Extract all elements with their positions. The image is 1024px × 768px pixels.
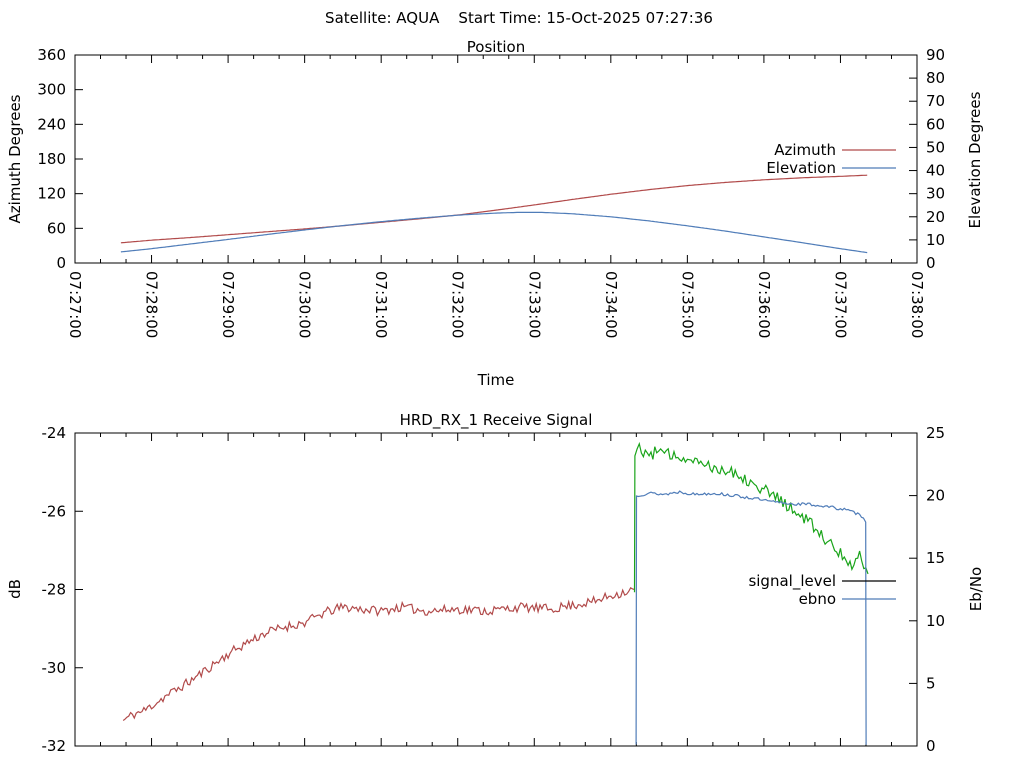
y-left-tick-label: -28 bbox=[42, 581, 67, 599]
y-right-tick-label: 80 bbox=[926, 69, 945, 87]
series-signal-level-lock bbox=[633, 441, 869, 593]
x-tick-label: 07:36:00 bbox=[755, 271, 773, 338]
y-right-tick-label: 90 bbox=[926, 46, 945, 64]
x-tick-label: 07:31:00 bbox=[372, 271, 390, 338]
y-right-tick-label: 20 bbox=[926, 208, 945, 226]
x-tick-label: 07:29:00 bbox=[219, 271, 237, 338]
y-right-tick-label: 60 bbox=[926, 115, 945, 133]
y-right-tick-label: 10 bbox=[926, 612, 945, 630]
x-tick-label: 07:34:00 bbox=[602, 271, 620, 338]
y-right-tick-label: 15 bbox=[926, 549, 945, 567]
legend-label: Azimuth bbox=[774, 141, 836, 159]
main-title: Satellite: AQUA Start Time: 15-Oct-2025 … bbox=[325, 9, 713, 27]
y-left-tick-label: -26 bbox=[42, 502, 67, 520]
chart1-x-axis-label: Time bbox=[477, 371, 515, 389]
y-left-tick-label: 0 bbox=[56, 254, 66, 272]
y-left-tick-label: 60 bbox=[47, 219, 66, 237]
chart1-title: Position bbox=[466, 38, 526, 56]
x-tick-label: 07:37:00 bbox=[831, 271, 849, 338]
x-tick-label: 07:33:00 bbox=[525, 271, 543, 338]
y-right-tick-label: 70 bbox=[926, 92, 945, 110]
y-left-tick-label: 300 bbox=[37, 81, 66, 99]
y-left-tick-label: -24 bbox=[42, 424, 67, 442]
y-right-tick-label: 5 bbox=[926, 674, 936, 692]
y-left-tick-label: 180 bbox=[37, 150, 66, 168]
y-left-tick-label: -30 bbox=[42, 659, 67, 677]
x-tick-label: 07:38:00 bbox=[908, 271, 926, 338]
y-left-tick-label: -32 bbox=[42, 737, 67, 755]
legend-label: ebno bbox=[799, 590, 836, 608]
y-left-tick-label: 360 bbox=[37, 46, 66, 64]
y-right-tick-label: 50 bbox=[926, 138, 945, 156]
x-tick-label: 07:30:00 bbox=[296, 271, 314, 338]
y-right-tick-label: 30 bbox=[926, 185, 945, 203]
y-right-tick-label: 0 bbox=[926, 254, 936, 272]
y-left-tick-label: 120 bbox=[37, 185, 66, 203]
y-right-tick-label: 0 bbox=[926, 737, 936, 755]
series-azimuth bbox=[120, 174, 868, 244]
x-tick-label: 07:28:00 bbox=[143, 271, 161, 338]
y-right-tick-label: 40 bbox=[926, 162, 945, 180]
y-right-tick-label: 25 bbox=[926, 424, 945, 442]
x-tick-label: 07:32:00 bbox=[449, 271, 467, 338]
legend-label: Elevation bbox=[766, 159, 836, 177]
series-signal-level-search bbox=[122, 586, 635, 721]
y-right-tick-label: 10 bbox=[926, 231, 945, 249]
y-right-tick-label: 20 bbox=[926, 487, 945, 505]
series-ebno bbox=[635, 490, 867, 745]
y-left-tick-label: 240 bbox=[37, 115, 66, 133]
x-tick-label: 07:27:00 bbox=[66, 271, 84, 338]
series-elevation bbox=[120, 211, 868, 254]
legend-label: signal_level bbox=[748, 572, 836, 591]
x-tick-label: 07:35:00 bbox=[678, 271, 696, 338]
chart2-title: HRD_RX_1 Receive Signal bbox=[399, 411, 593, 429]
